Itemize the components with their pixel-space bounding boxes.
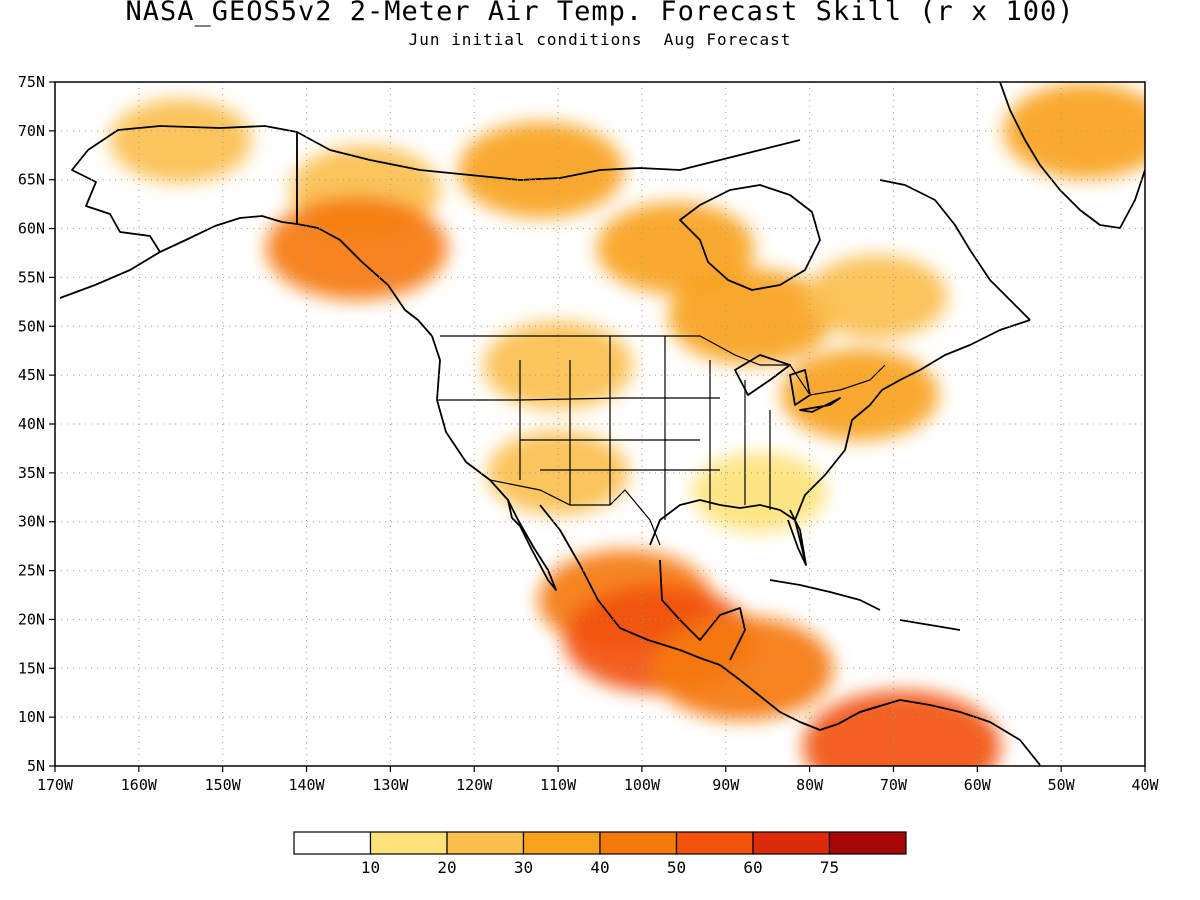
lon-tick-label: 100W xyxy=(624,776,661,794)
lon-tick-label: 70W xyxy=(880,776,908,794)
lon-tick-label: 140W xyxy=(288,776,325,794)
color-bar: 10 20 30 40 50 60 75 xyxy=(293,831,907,877)
chart-title: NASA_GEOS5v2 2-Meter Air Temp. Forecast … xyxy=(125,0,1075,27)
colorbar-swatch xyxy=(828,831,907,855)
colorbar-swatch xyxy=(522,831,601,855)
political-borders xyxy=(296,132,886,546)
colorbar-label: 30 xyxy=(514,858,533,877)
lat-tick-label: 20N xyxy=(18,610,45,628)
lat-tick-label: 10N xyxy=(18,708,45,726)
lat-tick-label: 40N xyxy=(18,415,45,433)
lat-tick-label: 50N xyxy=(18,317,45,335)
lat-tick-label: 60N xyxy=(18,220,45,238)
gulf-coast xyxy=(649,499,807,566)
alaska-south-coast xyxy=(159,215,298,253)
colorbar-label: 75 xyxy=(820,858,839,877)
colorbar-swatch xyxy=(675,831,754,855)
lon-tick-label: 160W xyxy=(121,776,158,794)
skill-region xyxy=(780,348,939,441)
lon-tick-label: 40W xyxy=(1131,776,1159,794)
lon-tick-label: 110W xyxy=(540,776,577,794)
labrador-coast xyxy=(879,179,1031,321)
skill-region xyxy=(1003,82,1145,179)
skill-region xyxy=(109,98,252,183)
map-grid xyxy=(55,82,1145,766)
yucatan xyxy=(659,559,746,661)
colorbar-label: 10 xyxy=(361,858,380,877)
map-axes: 170W 160W 150W 140W 130W 120W 110W 100W 90W 80W 70… xyxy=(18,73,1160,794)
skill-region xyxy=(596,202,755,295)
mexico-pacific-coast xyxy=(539,504,721,666)
arctic-coast xyxy=(296,131,801,181)
colorbar-swatch xyxy=(293,831,372,855)
lat-tick-label: 35N xyxy=(18,464,45,482)
skill-region xyxy=(805,254,948,339)
skill-shading xyxy=(109,82,1145,766)
colorbar-label: 60 xyxy=(743,858,762,877)
skill-region xyxy=(692,452,827,533)
colorbar-label: 50 xyxy=(667,858,686,877)
skill-region xyxy=(458,121,625,218)
hudson-bay xyxy=(679,184,821,291)
lat-tick-label: 15N xyxy=(18,659,45,677)
caribbean-islands xyxy=(769,579,961,631)
lat-tick-label: 30N xyxy=(18,513,45,531)
coastlines xyxy=(59,82,1145,766)
lon-tick-label: 90W xyxy=(712,776,740,794)
florida xyxy=(787,509,807,566)
east-coast-us xyxy=(794,319,1031,521)
lat-tick-label: 65N xyxy=(18,171,45,189)
lon-tick-label: 120W xyxy=(456,776,493,794)
us-canada-border xyxy=(440,335,886,396)
alaska-coast xyxy=(87,125,433,337)
baja-california xyxy=(507,499,557,591)
lat-tick-label: 70N xyxy=(18,122,45,140)
lon-tick-label: 170W xyxy=(37,776,74,794)
colorbar-label: 20 xyxy=(437,858,456,877)
lat-tick-label: 25N xyxy=(18,562,45,580)
skill-region xyxy=(265,196,448,301)
us-state-lines xyxy=(437,336,771,520)
lat-tick-label: 75N xyxy=(18,73,45,91)
lat-tick-label: 55N xyxy=(18,268,45,286)
lon-tick-label: 80W xyxy=(796,776,824,794)
greenland-coast xyxy=(999,82,1145,229)
west-coast-us xyxy=(431,335,513,519)
lon-tick-label: 150W xyxy=(205,776,242,794)
skill-region xyxy=(651,616,834,721)
colorbar-label: 40 xyxy=(590,858,609,877)
lon-tick-label: 50W xyxy=(1048,776,1076,794)
skill-region xyxy=(667,268,834,365)
colorbar-swatch xyxy=(599,831,678,855)
colorbar-swatch xyxy=(369,831,448,855)
lon-tick-label: 60W xyxy=(964,776,992,794)
south-america-north-coast xyxy=(837,699,1041,766)
lon-tick-label: 130W xyxy=(372,776,409,794)
alaska-west-coast xyxy=(59,149,161,299)
colorbar-swatch xyxy=(446,831,525,855)
colorbar-swatch xyxy=(752,831,831,855)
lat-tick-label: 45N xyxy=(18,366,45,384)
chart-subtitle: Jun initial conditions Aug Forecast xyxy=(408,30,792,49)
lat-tick-label: 5N xyxy=(27,757,45,775)
